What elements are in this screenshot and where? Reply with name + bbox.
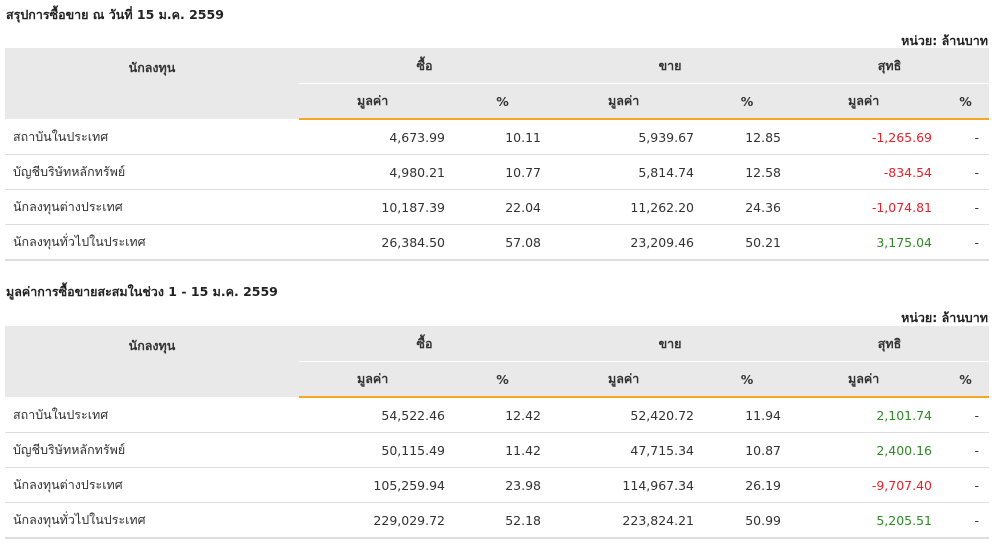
investor-name: นักลงทุนต่างประเทศ bbox=[5, 189, 299, 225]
net-value: -9,707.40 bbox=[790, 467, 943, 503]
unit-label: หน่วย: ล้านบาท bbox=[901, 33, 988, 48]
net-header: สุทธิ bbox=[790, 48, 990, 84]
sell-percent: 26.19 bbox=[704, 467, 791, 503]
section-title: มูลค่าการซื้อขายสะสมในช่วง 1 - 15 ม.ค. 2… bbox=[6, 284, 278, 299]
net-value: -1,074.81 bbox=[790, 189, 943, 225]
table-header-row: นักลงทุน ซื้อ ขาย สุทธิ bbox=[5, 326, 990, 397]
net-value: -834.54 bbox=[790, 154, 943, 190]
net-percent-header: % bbox=[942, 83, 990, 120]
sell-percent: 24.36 bbox=[704, 189, 791, 225]
buy-value-header: มูลค่า bbox=[299, 83, 455, 120]
table-row: นักลงทุนทั่วไปในประเทศ 229,029.72 52.18 … bbox=[5, 502, 990, 539]
sell-value: 47,715.34 bbox=[550, 432, 704, 468]
net-percent: - bbox=[942, 397, 990, 433]
sell-percent: 12.58 bbox=[704, 154, 791, 190]
investor-name: สถาบันในประเทศ bbox=[5, 119, 299, 155]
net-value: 3,175.04 bbox=[790, 224, 943, 261]
table-row: นักลงทุนต่างประเทศ 10,187.39 22.04 11,26… bbox=[5, 189, 990, 225]
sell-percent: 11.94 bbox=[704, 397, 791, 433]
trading-summary-table: นักลงทุน ซื้อ ขาย สุทธิ มูลค่า % มูลค่า … bbox=[5, 326, 990, 539]
table-row: บัญชีบริษัทหลักทรัพย์ 50,115.49 11.42 47… bbox=[5, 432, 990, 468]
net-value: 2,101.74 bbox=[790, 397, 943, 433]
sell-percent-header: % bbox=[704, 361, 791, 398]
buy-percent: 22.04 bbox=[455, 189, 550, 225]
buy-value: 50,115.49 bbox=[299, 432, 455, 468]
buy-header: ซื้อ bbox=[299, 326, 550, 362]
buy-percent: 23.98 bbox=[455, 467, 550, 503]
table-row: นักลงทุนทั่วไปในประเทศ 26,384.50 57.08 2… bbox=[5, 224, 990, 261]
net-percent: - bbox=[942, 189, 990, 225]
buy-value: 4,673.99 bbox=[299, 119, 455, 155]
sell-value: 23,209.46 bbox=[550, 224, 704, 261]
net-value-header: มูลค่า bbox=[790, 361, 943, 398]
net-value: 5,205.51 bbox=[790, 502, 943, 539]
sell-value: 11,262.20 bbox=[550, 189, 704, 225]
net-percent: - bbox=[942, 502, 990, 539]
buy-percent: 57.08 bbox=[455, 224, 550, 261]
net-value: 2,400.16 bbox=[790, 432, 943, 468]
sell-value-header: มูลค่า bbox=[550, 361, 704, 398]
investor-name: นักลงทุนทั่วไปในประเทศ bbox=[5, 224, 299, 261]
table-row: สถาบันในประเทศ 54,522.46 12.42 52,420.72… bbox=[5, 397, 990, 433]
sell-percent: 12.85 bbox=[704, 119, 791, 155]
table-subheader-row: มูลค่า % มูลค่า % มูลค่า % bbox=[5, 83, 990, 120]
sell-percent: 50.99 bbox=[704, 502, 791, 539]
buy-percent-header: % bbox=[455, 83, 550, 120]
sell-value: 5,939.67 bbox=[550, 119, 704, 155]
sell-percent-header: % bbox=[704, 83, 791, 120]
net-percent-header: % bbox=[942, 361, 990, 398]
buy-value: 54,522.46 bbox=[299, 397, 455, 433]
net-percent: - bbox=[942, 119, 990, 155]
buy-percent: 11.42 bbox=[455, 432, 550, 468]
net-percent: - bbox=[942, 154, 990, 190]
net-header: สุทธิ bbox=[790, 326, 990, 362]
net-percent: - bbox=[942, 467, 990, 503]
investor-name: นักลงทุนต่างประเทศ bbox=[5, 467, 299, 503]
unit-label: หน่วย: ล้านบาท bbox=[901, 310, 988, 325]
cumulative-summary-section: มูลค่าการซื้อขายสะสมในช่วง 1 - 15 ม.ค. 2… bbox=[0, 278, 1000, 549]
section-title: สรุปการซื้อขาย ณ วันที่ 15 ม.ค. 2559 bbox=[6, 7, 224, 22]
sell-value: 52,420.72 bbox=[550, 397, 704, 433]
sell-header: ขาย bbox=[550, 48, 791, 84]
investor-header: นักลงทุน bbox=[5, 48, 299, 119]
buy-percent: 52.18 bbox=[455, 502, 550, 539]
buy-value-header: มูลค่า bbox=[299, 361, 455, 398]
net-value: -1,265.69 bbox=[790, 119, 943, 155]
buy-percent: 10.77 bbox=[455, 154, 550, 190]
table-row: สถาบันในประเทศ 4,673.99 10.11 5,939.67 1… bbox=[5, 119, 990, 155]
table-header-row: นักลงทุน ซื้อ ขาย สุทธิ bbox=[5, 48, 990, 119]
daily-summary-section: สรุปการซื้อขาย ณ วันที่ 15 ม.ค. 2559 หน่… bbox=[5, 7, 990, 261]
buy-percent: 12.42 bbox=[455, 397, 550, 433]
buy-percent: 10.11 bbox=[455, 119, 550, 155]
investor-name: นักลงทุนทั่วไปในประเทศ bbox=[5, 502, 299, 539]
buy-value: 229,029.72 bbox=[299, 502, 455, 539]
investor-name: บัญชีบริษัทหลักทรัพย์ bbox=[5, 432, 299, 468]
investor-name: สถาบันในประเทศ bbox=[5, 397, 299, 433]
sell-percent: 50.21 bbox=[704, 224, 791, 261]
table-subheader-row: มูลค่า % มูลค่า % มูลค่า % bbox=[5, 361, 990, 398]
net-value-header: มูลค่า bbox=[790, 83, 943, 120]
trading-summary-table: นักลงทุน ซื้อ ขาย สุทธิ มูลค่า % มูลค่า … bbox=[5, 48, 990, 261]
buy-value: 26,384.50 bbox=[299, 224, 455, 261]
net-percent: - bbox=[942, 224, 990, 261]
sell-percent: 10.87 bbox=[704, 432, 791, 468]
investor-header: นักลงทุน bbox=[5, 326, 299, 397]
buy-percent-header: % bbox=[455, 361, 550, 398]
sell-value: 223,824.21 bbox=[550, 502, 704, 539]
table-row: นักลงทุนต่างประเทศ 105,259.94 23.98 114,… bbox=[5, 467, 990, 503]
sell-header: ขาย bbox=[550, 326, 791, 362]
investor-name: บัญชีบริษัทหลักทรัพย์ bbox=[5, 154, 299, 190]
sell-value: 114,967.34 bbox=[550, 467, 704, 503]
buy-value: 10,187.39 bbox=[299, 189, 455, 225]
sell-value: 5,814.74 bbox=[550, 154, 704, 190]
table-row: บัญชีบริษัทหลักทรัพย์ 4,980.21 10.77 5,8… bbox=[5, 154, 990, 190]
buy-header: ซื้อ bbox=[299, 48, 550, 84]
buy-value: 105,259.94 bbox=[299, 467, 455, 503]
buy-value: 4,980.21 bbox=[299, 154, 455, 190]
sell-value-header: มูลค่า bbox=[550, 83, 704, 120]
net-percent: - bbox=[942, 432, 990, 468]
